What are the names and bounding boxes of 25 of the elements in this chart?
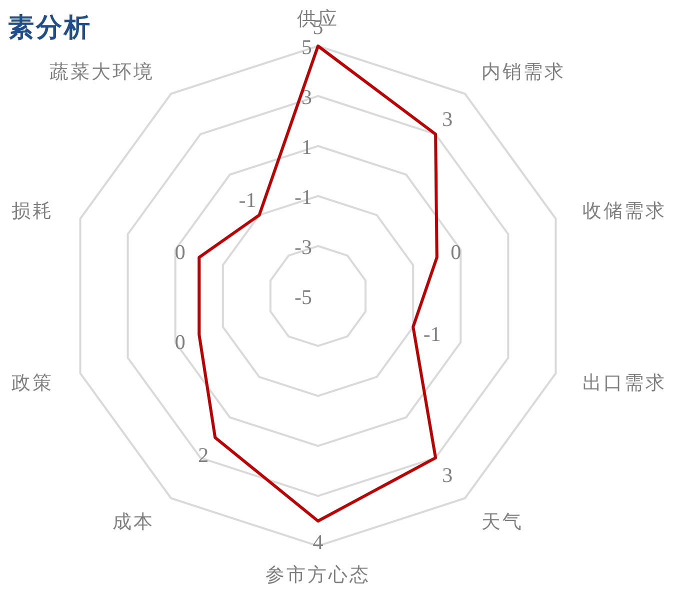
spoke-label: 天气: [481, 512, 524, 533]
y-tick-label: 5: [302, 35, 312, 59]
y-tick-label: 1: [302, 135, 312, 159]
spoke-label: 出口需求: [582, 372, 666, 394]
spoke-label: 收储需求: [582, 201, 666, 222]
spoke-label: 政策: [12, 372, 54, 394]
y-tick-label: -5: [294, 285, 312, 309]
data-label: 0: [174, 330, 186, 354]
data-label: 0: [450, 240, 462, 264]
data-label: -1: [423, 322, 441, 346]
y-tick-label: -3: [294, 235, 312, 259]
spoke-label: 损耗: [12, 201, 54, 222]
y-tick-label: -1: [294, 185, 312, 209]
data-label: 0: [174, 240, 186, 264]
data-label: 4: [312, 530, 324, 554]
data-label: 3: [442, 462, 453, 487]
spoke-label: 内销需求: [481, 62, 566, 84]
spoke-label: 成本: [112, 512, 155, 533]
chart-title: 素分析: [8, 13, 92, 42]
data-label: -1: [238, 188, 256, 212]
spoke-label: 蔬菜大环境: [50, 61, 155, 84]
data-label: 3: [442, 107, 453, 132]
data-label: 2: [198, 442, 209, 467]
y-tick-label: 3: [302, 85, 312, 109]
spoke-label: 参市方心态: [266, 564, 370, 586]
